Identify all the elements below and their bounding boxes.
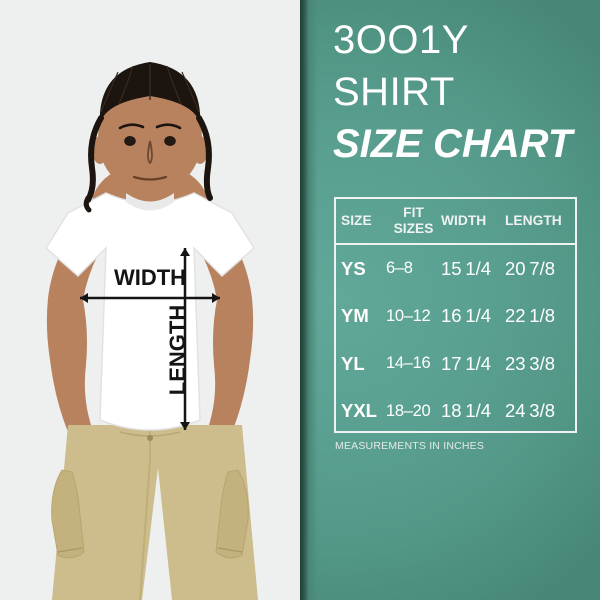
svg-text:LENGTH: LENGTH bbox=[165, 305, 190, 395]
svg-text:WIDTH: WIDTH bbox=[114, 265, 186, 290]
